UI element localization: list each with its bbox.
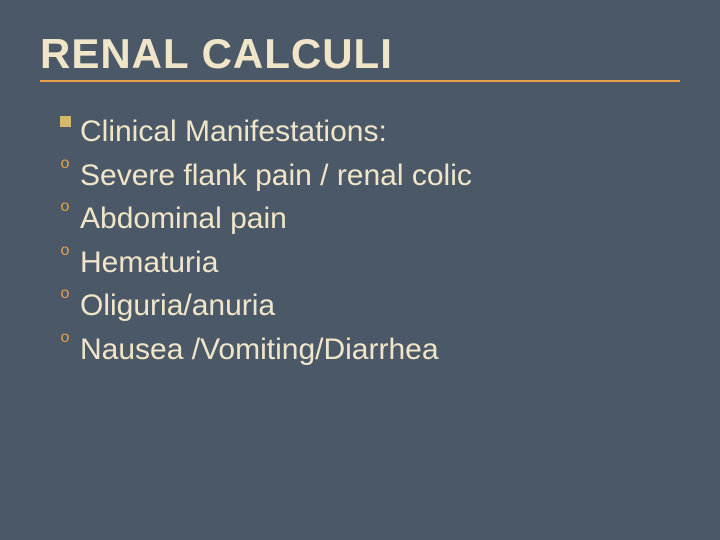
list-item: o Abdominal pain: [50, 197, 680, 241]
title-underline: [40, 80, 680, 82]
slide: RENAL CALCULI Clinical Manifestations: o…: [0, 0, 720, 540]
circle-bullet-icon: o: [50, 286, 80, 302]
list-item: Clinical Manifestations:: [50, 110, 680, 154]
circle-bullet-icon: o: [50, 330, 80, 346]
item-text: Clinical Manifestations:: [80, 110, 680, 154]
list-item: o Nausea /Vomiting/Diarrhea: [50, 328, 680, 372]
list-item: o Hematuria: [50, 241, 680, 285]
circle-bullet-icon: o: [50, 199, 80, 215]
list-item: o Severe flank pain / renal colic: [50, 154, 680, 198]
item-text: Hematuria: [80, 241, 680, 285]
circle-bullet-icon: o: [50, 156, 80, 172]
item-text: Severe flank pain / renal colic: [80, 154, 680, 198]
item-text: Abdominal pain: [80, 197, 680, 241]
item-text: Nausea /Vomiting/Diarrhea: [80, 328, 680, 372]
content-area: Clinical Manifestations: o Severe flank …: [40, 110, 680, 371]
square-bullet-icon: [50, 116, 80, 127]
slide-title: RENAL CALCULI: [40, 30, 680, 78]
list-item: o Oliguria/anuria: [50, 284, 680, 328]
item-text: Oliguria/anuria: [80, 284, 680, 328]
circle-bullet-icon: o: [50, 243, 80, 259]
